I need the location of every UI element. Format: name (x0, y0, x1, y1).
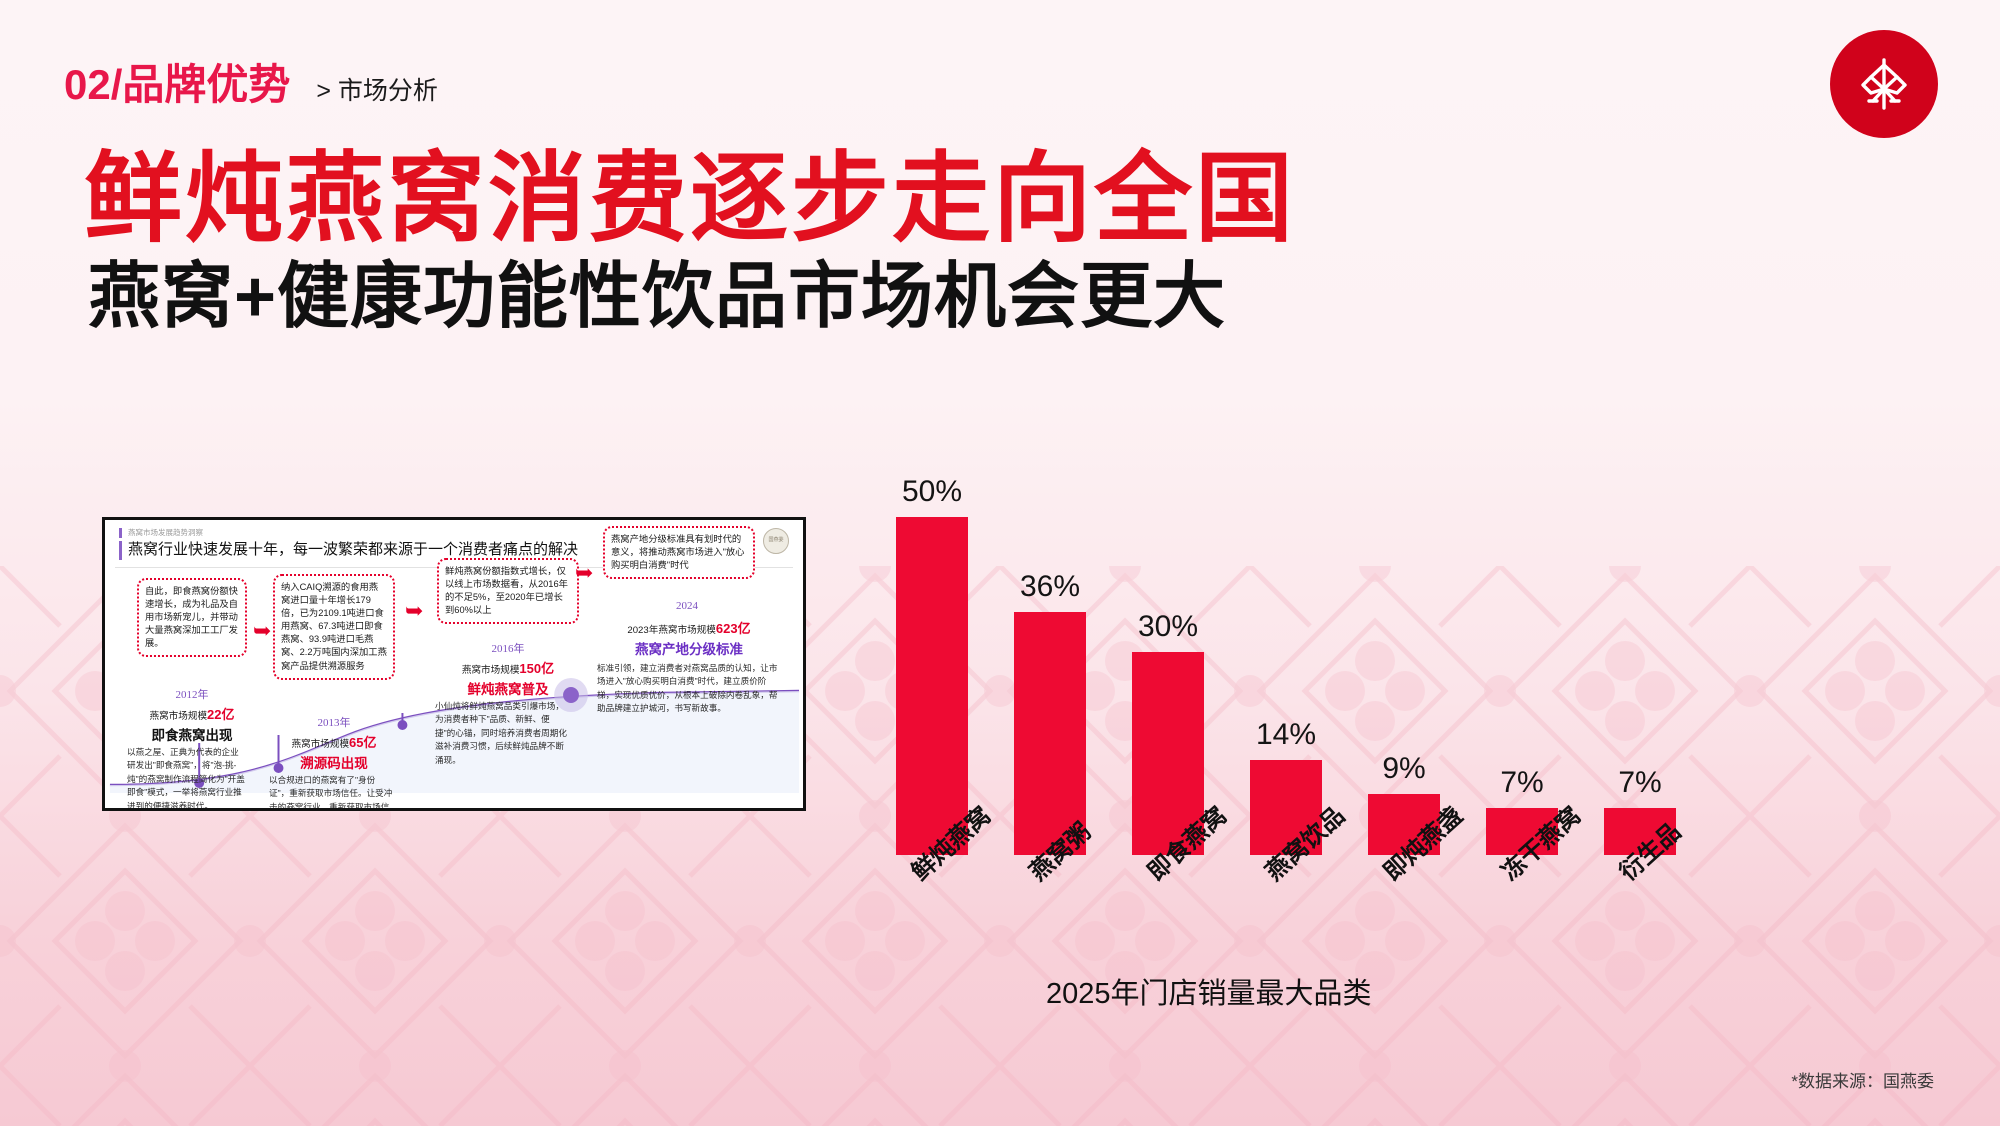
seal-icon: 国燕委 (763, 528, 789, 554)
arrow-icon: ➥ (253, 617, 272, 643)
node-year: 2013年 (317, 716, 351, 729)
callout-box: 鲜炖燕窝份额指数式增长，仅以线上市场数据看，从2016年的不足5%，至2020年… (437, 557, 579, 625)
bar-column: 9% (1368, 430, 1440, 855)
bar-value-label: 50% (901, 475, 963, 508)
bar (1604, 808, 1676, 855)
infographic-header: 燕窝市场发展趋势洞察 燕窝行业快速发展十年，每一波繁荣都来源于一个消费者痛点的解… (105, 520, 803, 560)
node-scale: 燕窝市场规模65亿 (291, 734, 377, 750)
kicker-subtitle: > 市场分析 (316, 77, 438, 105)
bar-column: 50% (896, 430, 968, 855)
arrow-icon: ➥ (405, 597, 424, 623)
node-paragraph: 小仙炖将鲜炖燕窝品类引爆市场，为消费者种下"品质、新鲜、便捷"的心锚，同时培养消… (435, 700, 567, 765)
node-paragraph: 以燕之屋、正典为代表的企业研发出"即食燕窝"，将"泡-挑-炖"的燕窝制作流程简化… (127, 746, 245, 811)
infographic-body: 自此，即食燕窝份额快速增长，成为礼品及自用市场新宠儿，并带动大量燕窝深加工工厂发… (105, 525, 803, 808)
bar (1014, 612, 1086, 855)
callout-box: 自此，即食燕窝份额快速增长，成为礼品及自用市场新宠儿，并带动大量燕窝深加工工厂发… (137, 577, 247, 658)
node-paragraph: 以合规进口的燕窝有了"身份证"，重新获取市场信任。让受冲击的燕窝行业，重新获取市… (269, 774, 393, 811)
bar-value-label: 36% (1019, 570, 1081, 603)
bar-column: 7% (1486, 430, 1558, 855)
bar (1132, 652, 1204, 855)
bar-value-label: 7% (1618, 766, 1662, 799)
bar-value-label: 14% (1255, 718, 1317, 751)
chart-title: 2025年门店销量最大品类 (1046, 978, 1372, 1010)
trend-curve (109, 677, 800, 793)
bar (1250, 760, 1322, 855)
node-milestone: 鲜炖燕窝普及 (467, 681, 549, 697)
bar-value-label: 7% (1500, 766, 1544, 799)
node-scale: 2023年燕窝市场规模623亿 (627, 620, 751, 636)
bar (896, 517, 968, 855)
node-milestone: 燕窝产地分级标准 (635, 641, 743, 657)
brand-logo-icon (1830, 30, 1938, 138)
bar-column: 36% (1014, 430, 1086, 855)
node-milestone: 溯源码出现 (300, 755, 368, 771)
node-year: 2016年 (491, 642, 525, 655)
callout-box: 纳入CAIQ溯源的食用燕窝进口量十年增长179倍，已为2109.1吨进口食用燕窝… (273, 573, 395, 680)
bar (1486, 808, 1558, 855)
chart-plot-area: 50% 36% 30% 14% 9% 7% 7% (860, 430, 1950, 855)
node-paragraph: 标准引领，建立消费者对燕窝品质的认知，让市场进入"放心购买明白消费"时代，建立质… (597, 662, 778, 714)
infographic-panel: 燕窝市场发展趋势洞察 燕窝行业快速发展十年，每一波繁荣都来源于一个消费者痛点的解… (102, 517, 806, 811)
bar-column: 14% (1250, 430, 1322, 855)
bar-value-label: 9% (1382, 752, 1426, 785)
bar-column: 7% (1604, 430, 1676, 855)
page-subtitle: 燕窝+健康功能性饮品市场机会更大 (88, 257, 1227, 337)
infographic-title: 燕窝行业快速发展十年，每一波繁荣都来源于一个消费者痛点的解决 (119, 540, 789, 560)
bar (1368, 794, 1440, 855)
node-year: 2024 (676, 599, 698, 612)
source-note: *数据来源：国燕委 (1791, 1072, 1934, 1091)
bar-column: 30% (1132, 430, 1204, 855)
chart-category-labels: 鲜炖燕窝 燕窝粥 即食燕窝 燕窝饮品 即炖燕盏 冻干燕窝 衍生品 (860, 802, 1950, 965)
page-title: 鲜炖燕窝消费逐步走向全国 (84, 143, 1297, 253)
node-milestone: 即食燕窝出现 (151, 727, 233, 743)
bar-chart: 50% 36% 30% 14% 9% 7% 7% 鲜炖燕窝 燕窝粥 即食燕窝 燕窝饮品 即炖燕盏 冻干… (860, 430, 1950, 1010)
kicker-number: 02/品牌优势 (64, 61, 291, 108)
section-kicker: 02/品牌优势 > 市场分析 (64, 64, 438, 106)
callout-box: 燕窝产地分级标准具有划时代的意义，将推动燕窝市场进入"放心购买明白消费"时代 (603, 525, 755, 580)
node-scale: 燕窝市场规模22亿 (149, 706, 235, 722)
arrow-icon: ➥ (575, 559, 594, 585)
bar-value-label: 30% (1137, 610, 1199, 643)
node-scale: 燕窝市场规模150亿 (461, 660, 555, 676)
infographic-eyebrow: 燕窝市场发展趋势洞察 (119, 528, 789, 538)
node-year: 2012年 (175, 688, 209, 701)
